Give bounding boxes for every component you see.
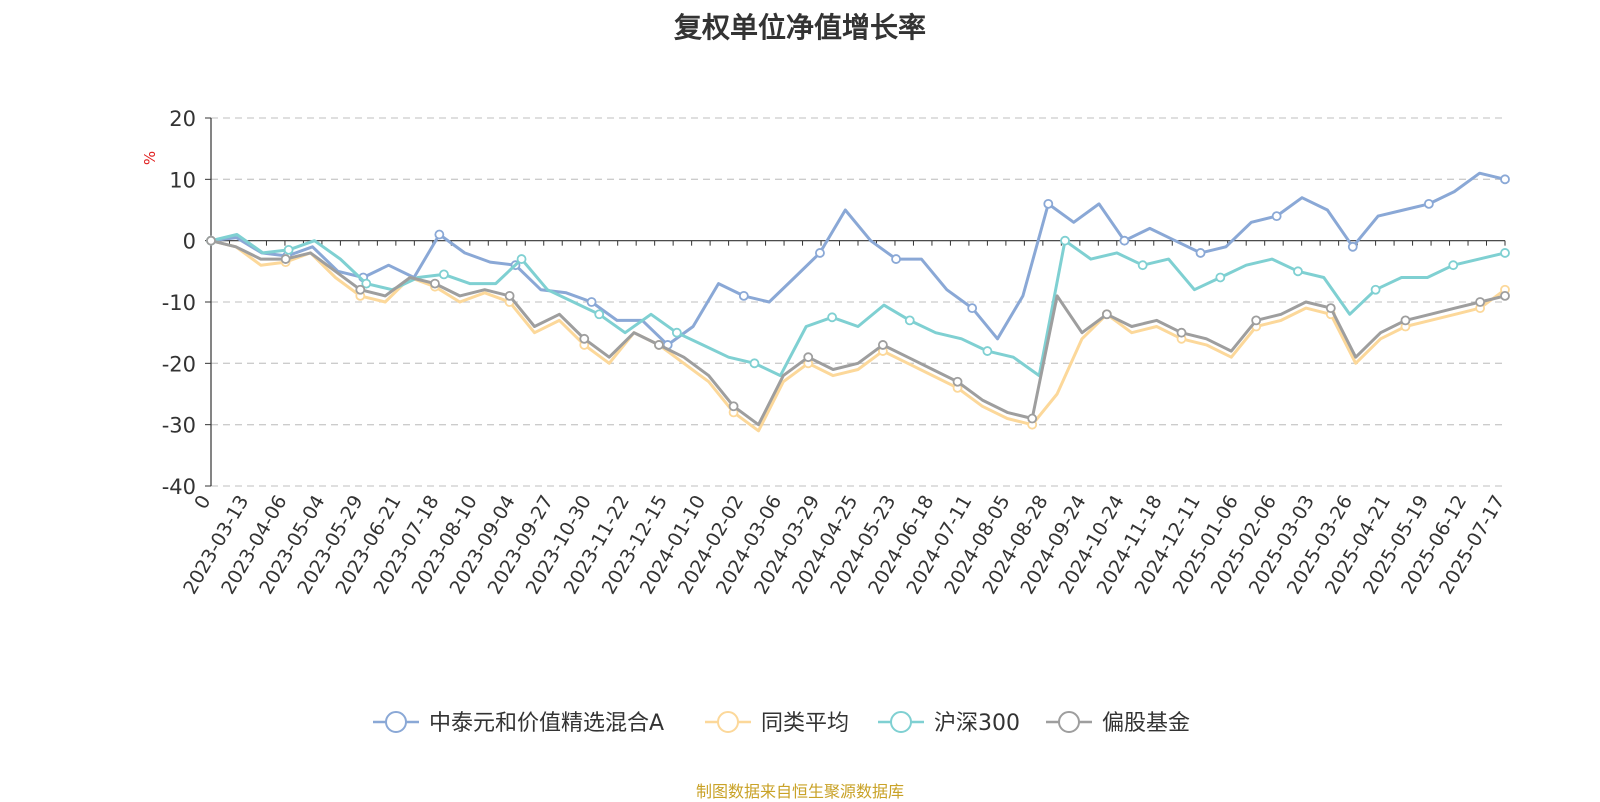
- series-marker: [1448, 260, 1459, 271]
- chart-title: 复权单位净值增长率: [673, 11, 926, 44]
- series-marker: [1500, 290, 1510, 301]
- series-marker: [594, 309, 605, 320]
- legend-marker-icon: [717, 711, 739, 733]
- series-marker: [815, 248, 825, 258]
- series-marker: [579, 333, 590, 344]
- y-tick-label: -20: [162, 352, 196, 376]
- series-marker: [1119, 235, 1130, 246]
- series-marker: [1060, 235, 1070, 246]
- series-line: [210, 239, 1506, 433]
- series-marker: [1027, 413, 1038, 424]
- series-marker: [1176, 327, 1187, 338]
- series-marker: [1215, 272, 1226, 283]
- series-marker: [430, 278, 440, 289]
- series-marker: [738, 290, 749, 301]
- series-marker: [1347, 241, 1358, 252]
- series-1: [206, 235, 1510, 433]
- series-2: [206, 233, 1510, 378]
- y-tick-label: 20: [169, 107, 196, 131]
- axes: 20100-10-20-30-40%02023-03-132023-04-062…: [141, 107, 1509, 598]
- series-marker: [982, 346, 993, 356]
- x-tick-label: 0: [190, 492, 215, 513]
- series-marker: [1101, 309, 1112, 320]
- series-marker: [516, 254, 527, 264]
- series-marker: [1251, 315, 1262, 326]
- series-marker: [1370, 284, 1381, 295]
- series-marker: [206, 235, 216, 246]
- series-marker: [283, 244, 294, 255]
- series-marker: [952, 376, 963, 387]
- series-marker: [1475, 297, 1486, 307]
- legend-item[interactable]: 中泰元和价值精选混合A: [373, 711, 664, 736]
- series-0: [206, 171, 1510, 350]
- legend-item[interactable]: 偏股基金: [1046, 711, 1190, 736]
- legend-item[interactable]: 同类平均: [705, 711, 849, 736]
- series-marker: [967, 303, 978, 314]
- series-marker: [827, 312, 838, 323]
- legend-marker-icon: [890, 711, 912, 733]
- series-marker: [654, 340, 664, 350]
- y-tick-label: -40: [162, 475, 196, 499]
- series-marker: [586, 297, 597, 307]
- legend-label: 偏股基金: [1102, 711, 1190, 736]
- legend-label: 沪深300: [934, 711, 1020, 736]
- series-marker: [749, 358, 760, 369]
- series-marker: [803, 352, 814, 363]
- series-marker: [1500, 248, 1510, 258]
- series-line: [210, 233, 1506, 378]
- legend-label: 同类平均: [761, 711, 849, 736]
- series-marker: [1137, 260, 1148, 271]
- series-marker: [1043, 198, 1054, 209]
- series-marker: [439, 269, 449, 280]
- series-marker: [1293, 266, 1303, 277]
- series-marker: [504, 290, 515, 301]
- series-marker: [355, 284, 366, 295]
- series-marker: [1423, 198, 1434, 209]
- data-source-note: 制图数据来自恒生聚源数据库: [695, 782, 904, 801]
- series-line: [210, 239, 1506, 427]
- y-tick-label: 10: [169, 168, 196, 192]
- series-marker: [280, 254, 291, 264]
- series-marker: [904, 315, 915, 326]
- series-marker: [361, 278, 372, 289]
- y-tick-label: -30: [162, 414, 196, 438]
- legend-marker-icon: [1058, 711, 1080, 733]
- legend-label: 中泰元和价值精选混合A: [429, 711, 664, 736]
- series-marker: [1325, 303, 1336, 314]
- y-axis-label: %: [141, 151, 159, 165]
- y-tick-label: 0: [183, 230, 196, 254]
- series-marker: [877, 340, 888, 350]
- series-marker: [728, 401, 739, 412]
- series-lines: [206, 171, 1510, 433]
- series-marker: [434, 229, 445, 240]
- y-tick-label: -10: [162, 291, 196, 315]
- series-3: [206, 235, 1510, 427]
- series-marker: [1195, 248, 1206, 258]
- legend-marker-icon: [385, 711, 407, 733]
- series-marker: [1400, 315, 1411, 326]
- series-line: [210, 171, 1506, 347]
- legend-item[interactable]: 沪深300: [878, 711, 1020, 736]
- series-marker: [671, 327, 682, 338]
- legend: 中泰元和价值精选混合A 同类平均 沪深300 偏股基金: [373, 711, 1190, 736]
- series-marker: [1271, 211, 1282, 222]
- series-marker: [1500, 174, 1510, 185]
- series-marker: [891, 254, 901, 264]
